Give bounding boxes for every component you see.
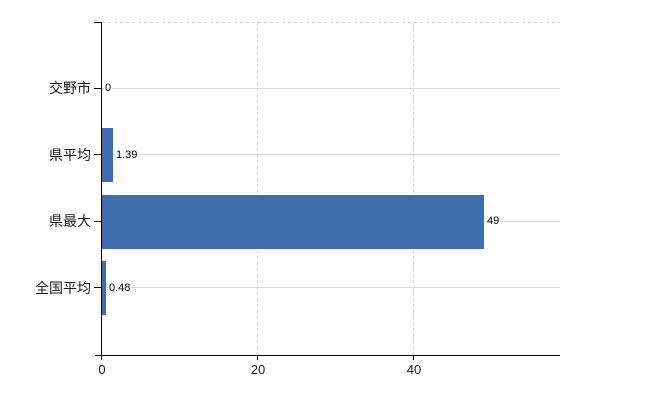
x-tick-label: 20 [250, 362, 266, 377]
x-axis-line [95, 355, 560, 356]
x-tick-label: 0 [98, 362, 106, 377]
category-label: 県最大 [49, 213, 91, 229]
y-axis-tick [94, 154, 101, 155]
gridline-horizontal [102, 154, 560, 155]
bar [102, 261, 106, 315]
x-axis-tick [257, 355, 258, 360]
plot-top-border [102, 22, 560, 23]
category-label: 交野市 [49, 80, 91, 96]
gridline-vertical [413, 22, 414, 355]
x-axis-tick [101, 355, 102, 360]
y-axis-tick [94, 287, 101, 288]
x-axis-tick [413, 355, 414, 360]
bar [102, 128, 113, 182]
y-axis-tick [94, 221, 101, 222]
bar-value-label: 1.39 [115, 148, 139, 162]
bar-value-label: 0.48 [108, 281, 132, 295]
bar [102, 195, 484, 249]
y-axis-tick [94, 22, 101, 23]
gridline-horizontal [102, 287, 560, 288]
category-label: 全国平均 [35, 280, 91, 296]
bar-value-label: 49 [486, 214, 501, 228]
x-tick-label: 40 [406, 362, 422, 377]
gridline-horizontal [102, 88, 560, 89]
category-label: 県平均 [49, 147, 91, 163]
bar-value-label: 0 [104, 81, 113, 95]
gridline-vertical [257, 22, 258, 355]
y-axis-tick [94, 88, 101, 89]
y-axis-line [101, 22, 102, 355]
